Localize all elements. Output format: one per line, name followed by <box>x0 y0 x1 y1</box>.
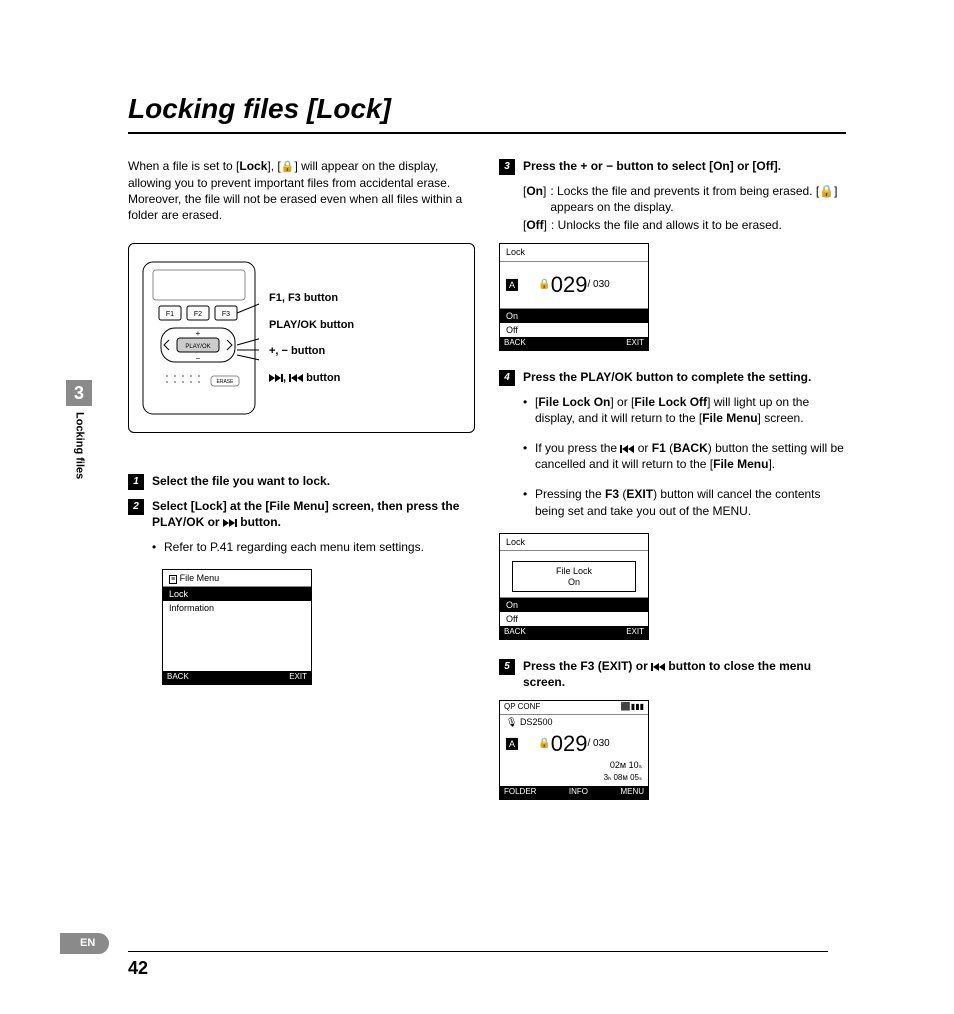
step-2-sub: Refer to P.41 regarding each menu item s… <box>152 539 475 555</box>
step-4: 4 Press the PLAY/OK button to complete t… <box>499 369 846 386</box>
step-2: 2 Select [Lock] at the [File Menu] scree… <box>128 498 475 530</box>
lock-icon: 🔒 <box>538 278 550 292</box>
svg-text:+: + <box>196 329 201 338</box>
lcd-lock-select: Lock A 🔒029/ 030 On Off BACKEXIT <box>499 243 649 350</box>
fast-forward-icon <box>269 374 283 382</box>
step-number: 4 <box>499 370 515 386</box>
step-3: 3 Press the + or − button to select [On]… <box>499 158 846 175</box>
lcd-final: QP CONF⬛▮▮▮ 🎙 DS2500 A 🔒029/ 030 02ᴍ 10ₛ… <box>499 700 649 800</box>
page-number: 42 <box>128 951 828 980</box>
step-number: 3 <box>499 159 515 175</box>
lcd-lock-confirm: Lock File LockOn On Off BACKEXIT <box>499 533 649 640</box>
svg-text:F1: F1 <box>166 311 174 318</box>
lcd-popup: File LockOn <box>512 561 636 593</box>
lock-icon: 🔒 <box>281 161 295 173</box>
svg-text:ERASE: ERASE <box>217 379 235 385</box>
def-on: [On]: Locks the file and prevents it fro… <box>523 183 846 215</box>
step-1: 1 Select the file you want to lock. <box>128 473 475 490</box>
svg-text:F2: F2 <box>194 311 202 318</box>
step-number: 5 <box>499 659 515 675</box>
svg-text:−: − <box>196 354 201 363</box>
lock-icon: 🔒 <box>538 737 550 751</box>
rewind-icon <box>289 374 303 382</box>
right-column: 3 Press the + or − button to select [On]… <box>499 158 846 818</box>
lcd-file-menu: ≡ File Menu Lock Information BACKEXIT <box>162 569 312 686</box>
step-4-sub3: Pressing the F3 (EXIT) button will cance… <box>523 486 846 518</box>
svg-text:PLAY/OK: PLAY/OK <box>185 344 210 350</box>
step-4-sub2: If you press the or F1 (BACK) button the… <box>523 440 846 472</box>
language-badge: EN <box>60 933 109 954</box>
side-tab: 3 Locking files <box>66 380 92 479</box>
rewind-icon <box>620 445 634 453</box>
device-illustration: F1 F2 F3 PLAY/OK + − ERASE F1, F3 button <box>128 243 475 433</box>
page-title: Locking files [Lock] <box>128 90 846 134</box>
step-number: 2 <box>128 499 144 515</box>
def-off: [Off]: Unlocks the file and allows it to… <box>523 217 846 233</box>
step-4-sub1: [File Lock On] or [File Lock Off] will l… <box>523 394 846 426</box>
fast-forward-icon <box>223 519 237 527</box>
step-number: 1 <box>128 474 144 490</box>
chapter-number: 3 <box>66 380 92 406</box>
recorder-svg: F1 F2 F3 PLAY/OK + − ERASE <box>139 258 259 418</box>
side-label: Locking files <box>72 412 87 479</box>
step-5: 5 Press the F3 (EXIT) or button to close… <box>499 658 846 690</box>
intro-text: When a file is set to [Lock], [🔒] will a… <box>128 158 475 223</box>
rewind-icon <box>651 663 665 671</box>
svg-text:F3: F3 <box>222 311 230 318</box>
device-labels: F1, F3 button PLAY/OK button +, − button… <box>269 285 354 391</box>
left-column: When a file is set to [Lock], [🔒] will a… <box>128 158 475 818</box>
